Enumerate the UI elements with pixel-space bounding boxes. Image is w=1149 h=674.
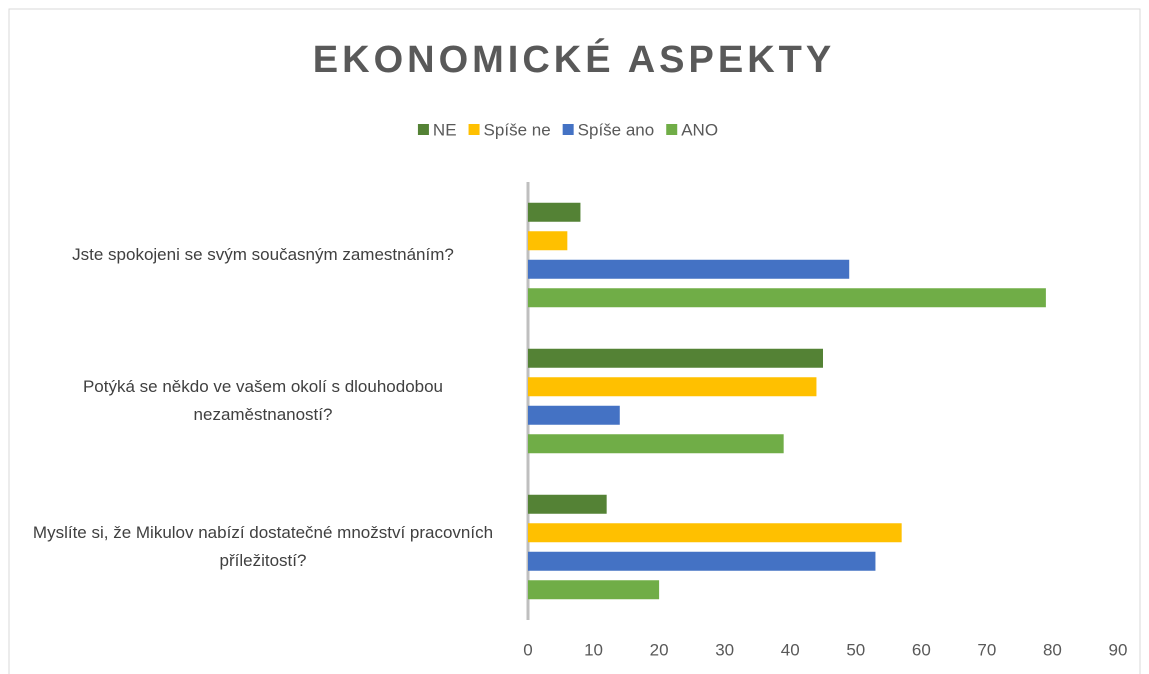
legend-swatch	[468, 124, 480, 135]
legend-label: Spíše ano	[578, 120, 655, 139]
x-tick-label: 10	[584, 640, 603, 659]
x-tick-label: 60	[912, 640, 931, 659]
legend-label: NE	[433, 120, 457, 139]
bar	[528, 494, 607, 514]
legend-label: Spíše ne	[484, 120, 551, 139]
x-tick-label: 40	[781, 640, 800, 659]
legend-swatch	[562, 124, 574, 135]
bar	[528, 523, 902, 543]
legend-swatch	[417, 124, 429, 135]
x-tick-label: 30	[715, 640, 734, 659]
bar	[528, 377, 817, 397]
chart-title: EKONOMICKÉ ASPEKTY	[313, 37, 835, 81]
bar	[528, 405, 620, 425]
x-tick-label: 70	[977, 640, 996, 659]
y-tick-label: Potýká se někdo ve vašem okolí s dlouhod…	[82, 377, 444, 424]
legend-label: ANO	[681, 120, 718, 139]
legend-swatch	[666, 124, 678, 135]
x-tick-label: 0	[523, 640, 532, 659]
x-tick-label: 50	[846, 640, 865, 659]
bar	[528, 348, 823, 368]
bar	[528, 434, 784, 454]
chart-border	[8, 8, 1141, 674]
x-tick-label: 90	[1109, 640, 1128, 659]
bar	[528, 288, 1046, 308]
bar	[528, 202, 581, 222]
y-tick-label: Myslíte si, že Mikulov nabízí dostatečné…	[32, 523, 494, 570]
y-tick-label: Jste spokojeni se svým současným zamestn…	[72, 245, 454, 264]
bar	[528, 551, 876, 571]
bar	[528, 231, 568, 251]
x-tick-label: 20	[650, 640, 669, 659]
x-tick-label: 80	[1043, 640, 1062, 659]
bar	[528, 259, 850, 279]
bar	[528, 580, 660, 600]
